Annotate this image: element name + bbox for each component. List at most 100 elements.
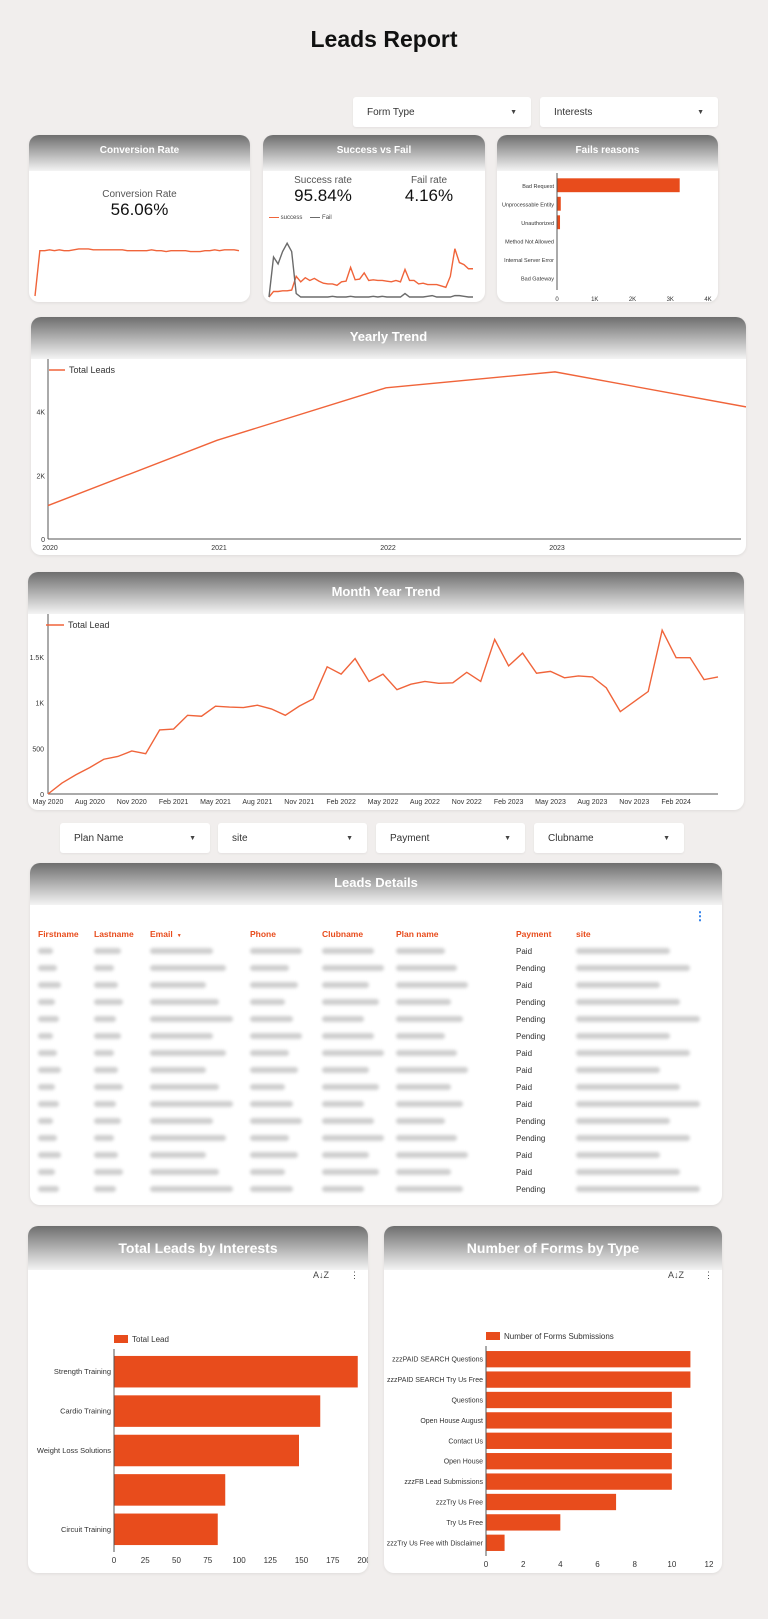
- redacted-cell: [88, 994, 144, 1011]
- redacted-text: [150, 1016, 233, 1022]
- table-row[interactable]: Paid: [32, 943, 720, 960]
- redacted-text: [250, 1016, 294, 1022]
- legend-label: Total Lead: [132, 1335, 169, 1344]
- x-tick-label: May 2022: [368, 799, 399, 806]
- table-row[interactable]: Pending: [32, 1181, 720, 1198]
- x-tick-label: 4: [558, 1560, 563, 1569]
- redacted-text: [150, 1101, 233, 1107]
- redacted-cell: [32, 943, 88, 960]
- table-row[interactable]: Paid: [32, 977, 720, 994]
- more-vert-icon[interactable]: ⋮: [704, 1270, 713, 1280]
- column-header-plan-name[interactable]: Plan name: [396, 929, 439, 939]
- payment-cell: Pending: [516, 1015, 546, 1024]
- series-line-total-lead: [47, 628, 719, 795]
- redacted-text: [250, 1152, 298, 1158]
- x-tick-label: 2: [521, 1560, 526, 1569]
- card-header: Yearly Trend: [31, 317, 746, 359]
- redacted-cell: [32, 960, 88, 977]
- yearly-trend-chart: 02K4K6K2020202120222023Total Leads: [36, 359, 746, 552]
- payment-cell: Paid: [516, 947, 533, 956]
- redacted-cell: [316, 943, 390, 960]
- series-line-conversion: [34, 248, 240, 297]
- sort-desc-icon: ▼: [176, 933, 182, 939]
- interests-filter[interactable]: Interests ▼: [540, 97, 718, 127]
- redacted-cell: [316, 1062, 390, 1079]
- interests-bar-chart: Total Lead Strength Training Cardio Traini…: [37, 1335, 368, 1565]
- column-header-phone[interactable]: Phone: [250, 929, 276, 939]
- table-row[interactable]: Paid: [32, 1045, 720, 1062]
- table-row[interactable]: Pending: [32, 994, 720, 1011]
- redacted-text: [38, 1101, 59, 1107]
- redacted-text: [150, 1186, 233, 1192]
- redacted-text: [250, 1186, 294, 1192]
- clubname-filter[interactable]: Clubname ▼: [534, 823, 684, 853]
- bar: [486, 1473, 672, 1490]
- redacted-cell: [316, 1113, 390, 1130]
- y-tick-label: 500: [32, 746, 44, 753]
- column-header-lastname[interactable]: Lastname: [94, 929, 134, 939]
- redacted-cell: [88, 1062, 144, 1079]
- success-rate-value: 95.84%: [294, 186, 352, 205]
- redacted-cell: [390, 1062, 510, 1079]
- redacted-cell: [244, 943, 316, 960]
- table-row[interactable]: Pending: [32, 960, 720, 977]
- column-header-site[interactable]: site: [576, 929, 591, 939]
- redacted-cell: [390, 994, 510, 1011]
- payment-cell: Pending: [516, 1117, 546, 1126]
- category-label: Contact Us: [448, 1438, 483, 1445]
- table-row[interactable]: Pending: [32, 1011, 720, 1028]
- redacted-cell: [390, 1045, 510, 1062]
- redacted-cell: [316, 1011, 390, 1028]
- series-line-total-leads: [47, 371, 746, 507]
- payment-filter[interactable]: Payment ▼: [376, 823, 525, 853]
- redacted-cell: [570, 1181, 720, 1198]
- table-row[interactable]: Pending: [32, 1130, 720, 1147]
- table-row[interactable]: Paid: [32, 1079, 720, 1096]
- redacted-text: [322, 1084, 379, 1090]
- x-tick-label: 50: [172, 1556, 181, 1565]
- more-vert-icon[interactable]: ⋮: [350, 1270, 359, 1280]
- table-row[interactable]: Pending: [32, 1113, 720, 1130]
- redacted-cell: [88, 1113, 144, 1130]
- table-row[interactable]: Paid: [32, 1062, 720, 1079]
- payment-cell: Paid: [516, 1151, 533, 1160]
- redacted-cell: [316, 960, 390, 977]
- bar: [486, 1534, 505, 1551]
- y-tick-label: 1K: [35, 701, 44, 708]
- sort-az-icon[interactable]: A↓Z: [313, 1270, 330, 1280]
- redacted-cell: [316, 1181, 390, 1198]
- redacted-cell: [32, 977, 88, 994]
- sort-az-icon[interactable]: A↓Z: [668, 1270, 685, 1280]
- redacted-text: [396, 1169, 451, 1175]
- redacted-cell: [144, 960, 244, 977]
- redacted-text: [396, 1016, 463, 1022]
- redacted-cell: [570, 1079, 720, 1096]
- more-vert-icon[interactable]: ⋮: [694, 909, 706, 923]
- redacted-cell: [390, 1147, 510, 1164]
- redacted-cell: [316, 1147, 390, 1164]
- redacted-cell: [570, 994, 720, 1011]
- column-header-firstname[interactable]: Firstname: [38, 929, 79, 939]
- column-header-clubname[interactable]: Clubname: [322, 929, 364, 939]
- table-row[interactable]: Paid: [32, 1164, 720, 1181]
- redacted-cell: [88, 1028, 144, 1045]
- x-tick-label: 10: [667, 1560, 676, 1569]
- site-filter[interactable]: site ▼: [218, 823, 367, 853]
- bar: [114, 1434, 299, 1467]
- table-row[interactable]: Pending: [32, 1028, 720, 1045]
- form-type-filter[interactable]: Form Type ▼: [353, 97, 531, 127]
- table-row[interactable]: Paid: [32, 1147, 720, 1164]
- table-row[interactable]: Paid: [32, 1096, 720, 1113]
- card-header: Conversion Rate: [29, 135, 250, 171]
- redacted-text: [250, 999, 285, 1005]
- redacted-cell: [570, 977, 720, 994]
- redacted-text: [94, 965, 114, 971]
- legend: success Fail: [269, 215, 332, 221]
- redacted-text: [250, 1067, 298, 1073]
- plan-name-filter[interactable]: Plan Name ▼: [60, 823, 210, 853]
- column-header-payment[interactable]: Payment: [516, 929, 552, 939]
- redacted-text: [38, 1033, 54, 1039]
- column-header-email[interactable]: Email ▼: [150, 929, 182, 939]
- redacted-cell: [570, 1096, 720, 1113]
- card-header: Leads Details: [30, 863, 722, 905]
